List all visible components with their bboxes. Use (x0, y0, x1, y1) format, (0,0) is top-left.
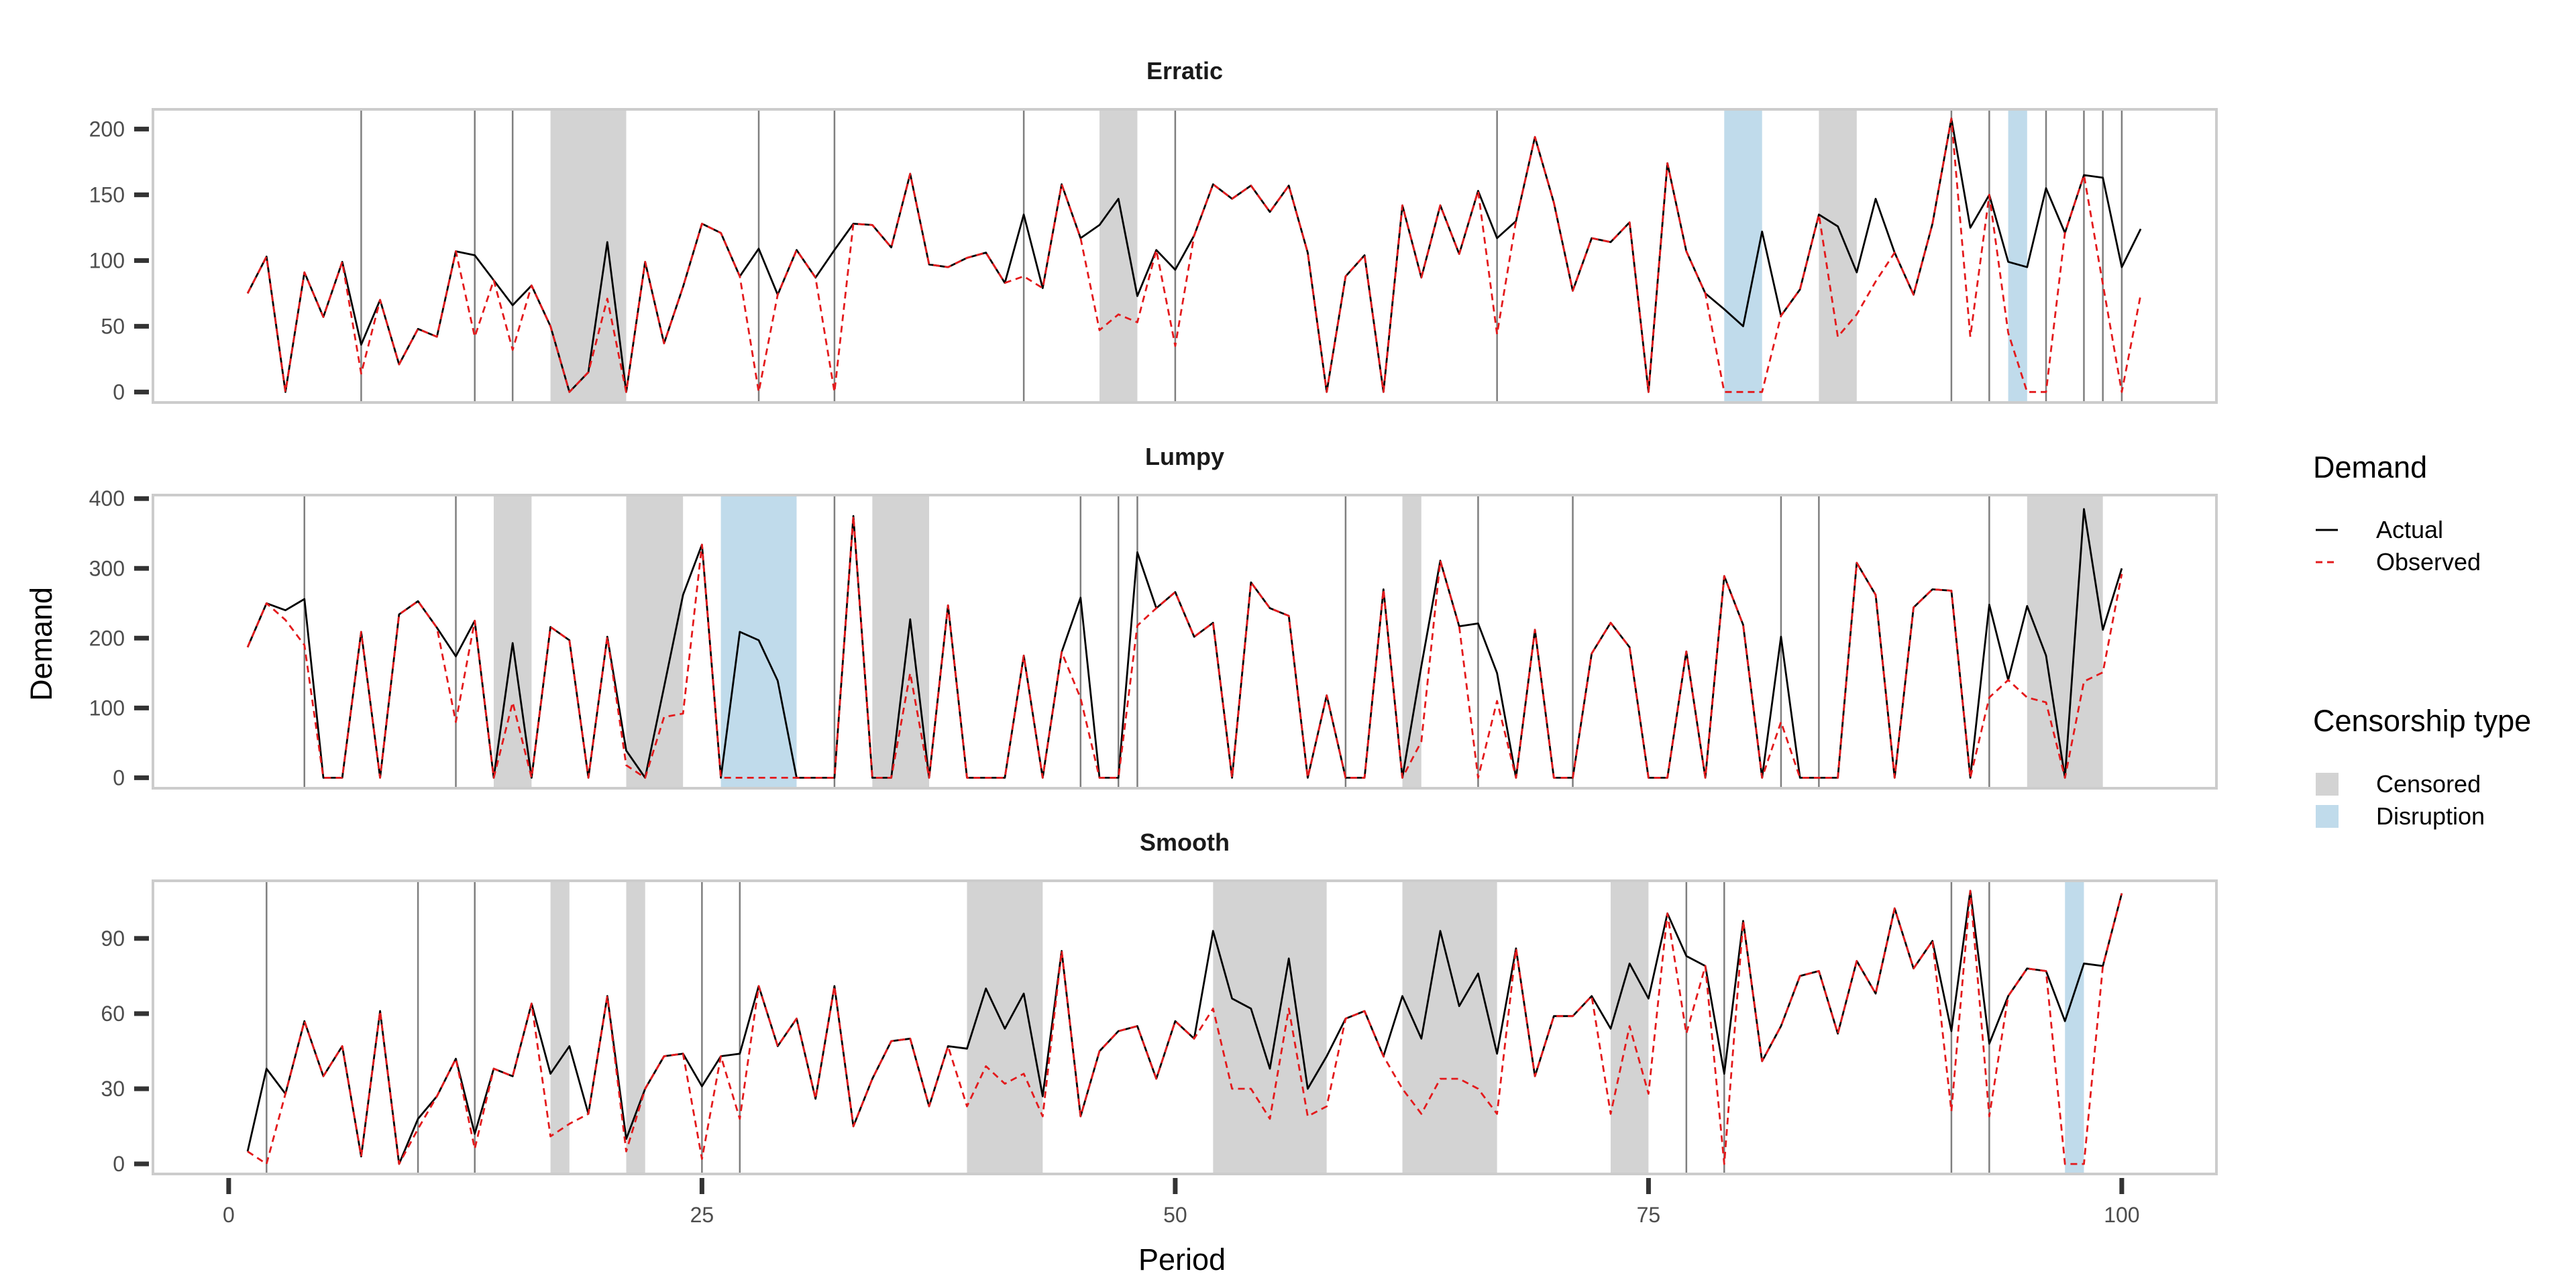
y-tick-label-smooth-0: 0 (113, 1152, 125, 1176)
y-axis-title: Demand (24, 587, 58, 701)
series-actual-lumpy (246, 508, 2123, 779)
x-axis-title: Period (1138, 1242, 1226, 1277)
censored-region-smooth-1 (626, 881, 645, 1174)
legend: Demand Actual Observed Censorship type C… (2313, 450, 2531, 830)
y-tick-label-erratic-2: 100 (89, 248, 125, 272)
censored-region-lumpy-2 (872, 495, 930, 788)
y-tick-label-lumpy-2: 200 (89, 626, 125, 650)
censored-region-smooth-4 (1402, 881, 1497, 1174)
y-tick-label-lumpy-1: 100 (89, 696, 125, 720)
series-actual-smooth (246, 890, 2123, 1165)
legend-label-disruption: Disruption (2376, 802, 2485, 830)
y-tick-label-erratic-4: 200 (89, 117, 125, 141)
x-axis: 0 25 50 75 100 (223, 1178, 2140, 1227)
x-tick-label-0: 0 (223, 1203, 235, 1227)
panel-border-smooth (152, 879, 2218, 1175)
legend-title-censorship: Censorship type (2313, 704, 2531, 738)
panel-title-lumpy: Lumpy (1145, 443, 1224, 470)
panel-title-smooth: Smooth (1140, 828, 1230, 856)
censored-region-smooth-3 (1213, 881, 1327, 1174)
censored-region-smooth-0 (550, 881, 570, 1174)
y-tick-label-erratic-3: 150 (89, 182, 125, 207)
series-observed-smooth (247, 890, 2123, 1165)
legend-label-censored: Censored (2376, 770, 2481, 798)
x-tick-label-2: 50 (1163, 1203, 1187, 1227)
legend-label-actual: Actual (2376, 516, 2443, 543)
disruption-region-smooth-0 (2065, 881, 2084, 1174)
y-tick-label-lumpy-3: 300 (89, 556, 125, 580)
censored-region-lumpy-0 (493, 495, 532, 788)
y-tick-label-lumpy-0: 0 (113, 765, 125, 790)
y-tick-label-erratic-0: 0 (113, 380, 125, 404)
y-tick-label-lumpy-4: 400 (89, 486, 125, 511)
panel-border-erratic (152, 108, 2218, 404)
series-observed-erratic (246, 117, 2142, 393)
censored-region-lumpy-4 (2027, 495, 2103, 788)
panel-erratic: Erratic 0 50 100 150 200 (89, 57, 2218, 404)
disruption-region-erratic-1 (2008, 109, 2027, 402)
y-tick-label-smooth-1: 30 (101, 1077, 125, 1101)
panel-title-erratic: Erratic (1146, 57, 1223, 85)
legend-key-censored (2316, 773, 2339, 796)
censored-region-erratic-1 (1099, 109, 1138, 402)
panel-smooth: Smooth 0 30 60 90 (101, 828, 2218, 1176)
y-tick-label-smooth-3: 90 (101, 926, 125, 951)
disruption-region-erratic-0 (1724, 109, 1762, 402)
y-tick-label-erratic-1: 50 (101, 314, 125, 338)
x-tick-label-4: 100 (2104, 1203, 2139, 1227)
legend-key-disruption (2316, 805, 2339, 828)
panel-lumpy: Lumpy 0 100 200 300 400 (89, 443, 2218, 790)
panels-layer: Erratic050100150200Lumpy0100200300400Smo… (89, 57, 2218, 1176)
legend-label-observed: Observed (2376, 548, 2481, 576)
x-tick-label-3: 75 (1637, 1203, 1661, 1227)
panel-border-lumpy (152, 494, 2218, 790)
legend-title-demand: Demand (2313, 450, 2427, 484)
y-tick-label-smooth-2: 60 (101, 1002, 125, 1026)
censored-region-lumpy-3 (1402, 495, 1421, 788)
censored-region-erratic-0 (550, 109, 627, 402)
x-tick-label-1: 25 (690, 1203, 714, 1227)
